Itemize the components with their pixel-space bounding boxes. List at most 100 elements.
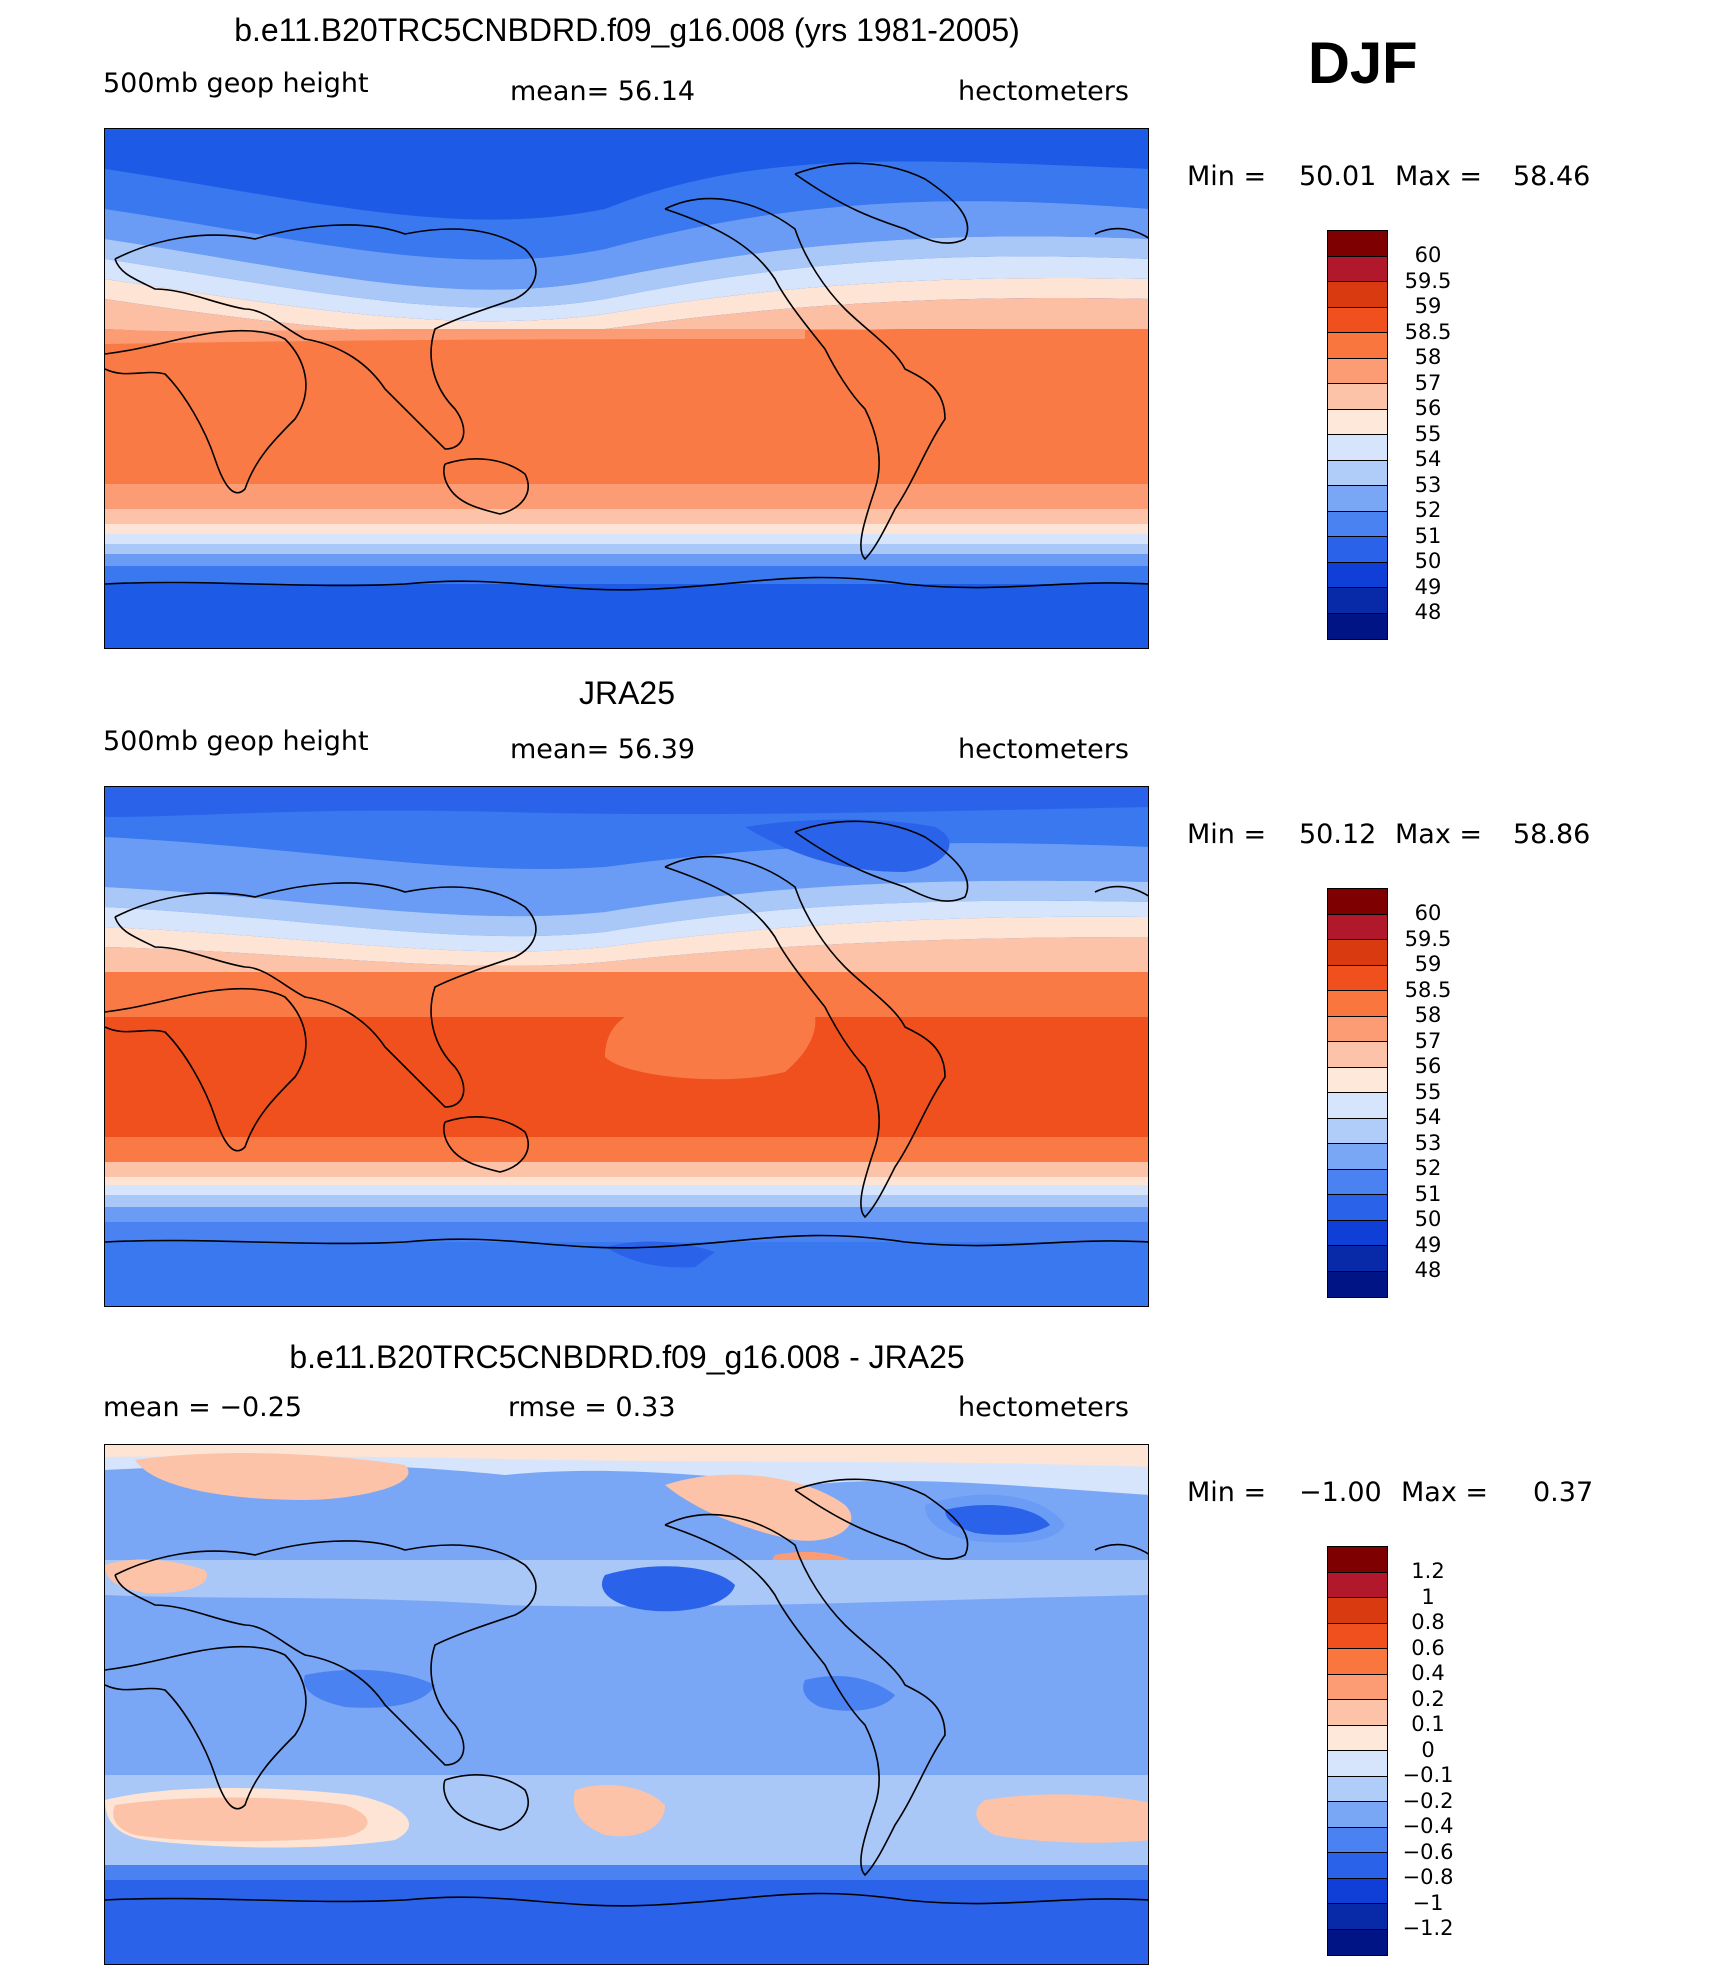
panel1-colorbar <box>1327 230 1388 640</box>
panel1-colorbar-label: 55 <box>1414 422 1442 446</box>
panel3-colorbar-label: −0.1 <box>1402 1763 1454 1787</box>
panel3-colorbar-swatch <box>1328 1675 1387 1700</box>
panel1-colorbar-swatch <box>1328 435 1387 461</box>
panel1-colorbar-swatch <box>1328 486 1387 512</box>
panel3-units-label: hectometers <box>958 1392 1129 1423</box>
panel1-colorbar-swatch <box>1328 231 1387 257</box>
panel2-colorbar-label: 59.5 <box>1404 927 1452 951</box>
panel2-colorbar-swatch <box>1328 915 1387 940</box>
panel2-map <box>104 786 1149 1307</box>
panel2-colorbar-label: 56 <box>1414 1054 1442 1078</box>
panel2-colorbar-label: 54 <box>1414 1105 1442 1129</box>
panel2-colorbar-label: 51 <box>1414 1182 1442 1206</box>
panel3-colorbar-label: 1.2 <box>1411 1559 1445 1583</box>
panel2-units-label: hectometers <box>958 734 1129 765</box>
panel3-max-label: Max = <box>1401 1477 1489 1508</box>
panel2-colorbar-label: 48 <box>1414 1258 1442 1282</box>
panel2-colorbar-label: 50 <box>1414 1207 1442 1231</box>
panel1-max-value: 58.46 <box>1513 161 1591 192</box>
panel1-colorbar-label: 59 <box>1414 294 1442 318</box>
panel1-colorbar-swatch <box>1328 537 1387 563</box>
panel3-colorbar-swatch <box>1328 1828 1387 1853</box>
panel2-colorbar-swatch <box>1328 1017 1387 1042</box>
panel1-min-label: Min = <box>1187 161 1267 192</box>
panel1-variable-label: 500mb geop height <box>103 68 369 99</box>
panel1-colorbar-label: 51 <box>1414 524 1442 548</box>
panel1-colorbar-swatch <box>1328 563 1387 588</box>
panel3-colorbar-swatch <box>1328 1649 1387 1675</box>
panel2-colorbar-swatch <box>1328 1246 1387 1272</box>
panel1-colorbar-swatch <box>1328 257 1387 282</box>
panel2-colorbar-label: 53 <box>1414 1131 1442 1155</box>
panel1-colorbar-swatch <box>1328 588 1387 614</box>
panel2-mean-label: mean= 56.39 <box>510 734 696 765</box>
panel1-colorbar-label: 57 <box>1414 371 1442 395</box>
panel2-colorbar-label: 49 <box>1414 1233 1442 1257</box>
panel3-colorbar-swatch <box>1328 1904 1387 1930</box>
panel3-min-label: Min = <box>1187 1477 1267 1508</box>
panel3-colorbar-label: −0.4 <box>1402 1814 1454 1838</box>
panel1-colorbar-label: 60 <box>1414 243 1442 267</box>
panel2-colorbar-swatch <box>1328 991 1387 1017</box>
panel3-colorbar-label: −0.8 <box>1402 1865 1454 1889</box>
panel3-min-value: −1.00 <box>1299 1477 1382 1508</box>
panel1-colorbar-label: 58 <box>1414 345 1442 369</box>
panel3-colorbar-swatch <box>1328 1598 1387 1624</box>
panel3-map <box>104 1444 1149 1965</box>
panel3-colorbar-label: 0.1 <box>1411 1712 1445 1736</box>
panel2-colorbar-label: 59 <box>1414 952 1442 976</box>
panel2-colorbar-swatch <box>1328 966 1387 991</box>
panel1-max-label: Max = <box>1395 161 1483 192</box>
panel2-colorbar <box>1327 888 1388 1298</box>
panel2-max-label: Max = <box>1395 819 1483 850</box>
panel2-colorbar-label: 58 <box>1414 1003 1442 1027</box>
panel2-colorbar-swatch <box>1328 1093 1387 1119</box>
panel2-title: JRA25 <box>578 675 676 711</box>
panel1-colorbar-swatch <box>1328 384 1387 410</box>
panel1-colorbar-swatch <box>1328 333 1387 359</box>
panel1-colorbar-label: 54 <box>1414 447 1442 471</box>
panel3-colorbar-label: 1 <box>1421 1585 1435 1609</box>
panel1-colorbar-label: 58.5 <box>1404 320 1452 344</box>
panel3-colorbar-label: −0.6 <box>1402 1840 1454 1864</box>
panel1-colorbar-label: 50 <box>1414 549 1442 573</box>
panel3-colorbar-swatch <box>1328 1751 1387 1777</box>
season-label: DJF <box>1308 31 1418 96</box>
panel3-colorbar-swatch <box>1328 1879 1387 1904</box>
panel3-colorbar-swatch <box>1328 1777 1387 1802</box>
panel2-colorbar-swatch <box>1328 1144 1387 1170</box>
panel3-colorbar-label: 0.2 <box>1411 1687 1445 1711</box>
panel2-colorbar-swatch <box>1328 1170 1387 1195</box>
panel2-variable-label: 500mb geop height <box>103 726 369 757</box>
panel1-mean-label: mean= 56.14 <box>510 76 696 107</box>
panel2-colorbar-swatch <box>1328 1195 1387 1221</box>
panel3-colorbar-swatch <box>1328 1726 1387 1751</box>
panel1-colorbar-swatch <box>1328 461 1387 486</box>
panel3-colorbar-swatch <box>1328 1547 1387 1573</box>
panel3-colorbar-label: −1 <box>1412 1891 1444 1915</box>
panel1-colorbar-label: 52 <box>1414 498 1442 522</box>
panel3-colorbar-swatch <box>1328 1700 1387 1726</box>
panel2-colorbar-swatch <box>1328 940 1387 966</box>
panel3-colorbar-label: 0.8 <box>1411 1610 1445 1634</box>
panel1-colorbar-swatch <box>1328 359 1387 384</box>
panel1-colorbar-label: 59.5 <box>1404 269 1452 293</box>
panel1-colorbar-swatch <box>1328 614 1387 639</box>
panel3-colorbar-swatch <box>1328 1624 1387 1649</box>
panel2-colorbar-label: 52 <box>1414 1156 1442 1180</box>
panel3-max-value: 0.37 <box>1533 1477 1594 1508</box>
panel2-min-value: 50.12 <box>1299 819 1377 850</box>
panel3-colorbar-swatch <box>1328 1802 1387 1828</box>
panel1-colorbar-label: 53 <box>1414 473 1442 497</box>
panel2-colorbar-swatch <box>1328 1221 1387 1246</box>
panel3-colorbar <box>1327 1546 1388 1956</box>
panel2-colorbar-label: 57 <box>1414 1029 1442 1053</box>
panel1-min-value: 50.01 <box>1299 161 1377 192</box>
panel2-colorbar-swatch <box>1328 1272 1387 1297</box>
panel1-units-label: hectometers <box>958 76 1129 107</box>
panel2-colorbar-swatch <box>1328 1042 1387 1068</box>
panel3-mean-label: mean = −0.25 <box>103 1392 303 1423</box>
panel3-colorbar-swatch <box>1328 1853 1387 1879</box>
panel1-colorbar-swatch <box>1328 512 1387 537</box>
panel3-colorbar-swatch <box>1328 1573 1387 1598</box>
